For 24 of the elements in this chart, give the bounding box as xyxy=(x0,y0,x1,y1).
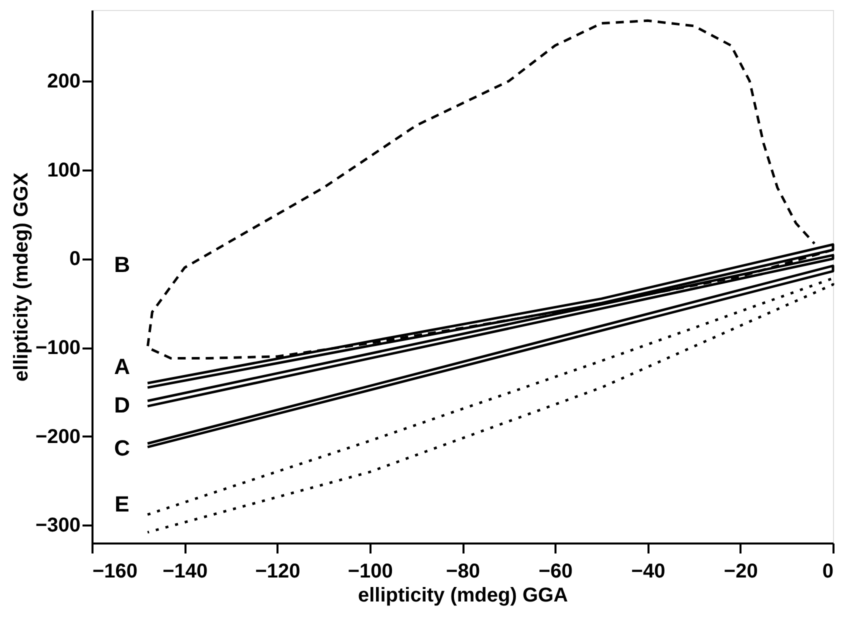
x-tick-label: −100 xyxy=(348,560,393,582)
annotation: E xyxy=(114,492,130,517)
annotation: B xyxy=(114,252,130,277)
y-tick-label: 200 xyxy=(47,70,80,93)
x-tick-label: −40 xyxy=(631,560,666,582)
line-series xyxy=(146,277,834,534)
y-tick-label: −200 xyxy=(35,426,80,448)
x-tick-label: −20 xyxy=(724,560,758,582)
x-tick-label: 0 xyxy=(822,560,834,582)
x-tick-label: −120 xyxy=(255,560,300,582)
y-tick-label: 0 xyxy=(69,248,80,270)
x-tick-label: −80 xyxy=(446,560,480,582)
x-tick-label: −140 xyxy=(162,560,208,582)
x-axis-title: ellipticity (mdeg) GGA xyxy=(358,584,568,606)
y-tick-label: 100 xyxy=(47,159,80,182)
y-tick-label: −300 xyxy=(35,514,80,537)
x-tick-label: −160 xyxy=(92,560,138,582)
x-tick-label: −60 xyxy=(538,560,573,582)
y-axis-title: ellipticity (mdeg) GGX xyxy=(10,172,32,382)
line-series xyxy=(146,264,834,448)
y-tick-label: −100 xyxy=(35,337,80,360)
annotation: C xyxy=(114,436,130,461)
annotation: D xyxy=(114,392,130,418)
annotation: A xyxy=(114,354,130,379)
